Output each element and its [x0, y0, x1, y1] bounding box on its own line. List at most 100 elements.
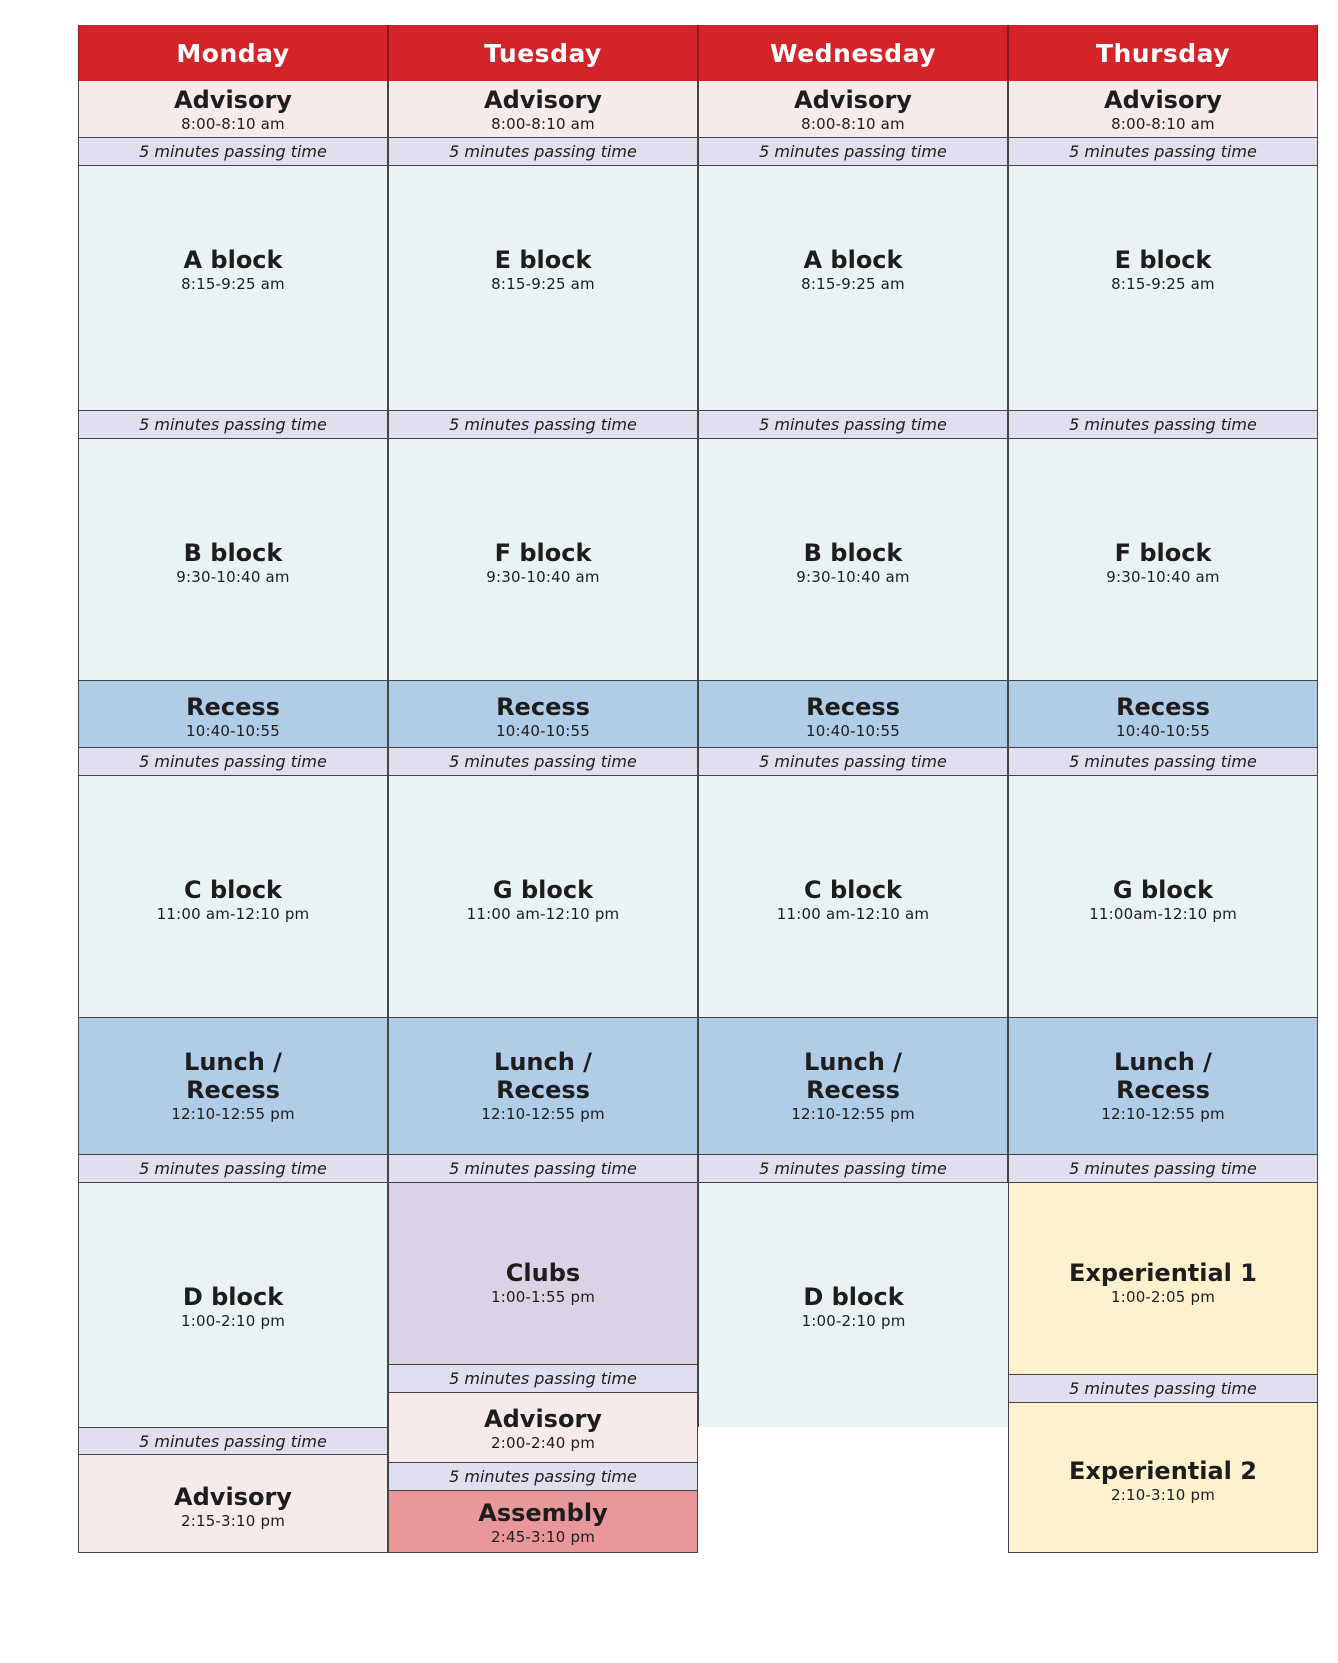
lunch-cell: Lunch / Recess 12:10-12:55 pm: [78, 1018, 388, 1155]
day-header: Wednesday: [698, 25, 1008, 81]
passing-time: 5 minutes passing time: [1008, 138, 1318, 166]
period-name: Clubs: [505, 1259, 581, 1287]
advisory-cell: Advisory 8:00-8:10 am: [388, 81, 698, 138]
period-name: Lunch / Recess: [1114, 1048, 1212, 1104]
passing-time: 5 minutes passing time: [388, 138, 698, 166]
weekly-schedule-grid: Monday Advisory 8:00-8:10 am 5 minutes p…: [78, 25, 1318, 1625]
passing-time: 5 minutes passing time: [388, 411, 698, 439]
period-time: 2:15-3:10 pm: [180, 1512, 286, 1530]
passing-time: 5 minutes passing time: [698, 1155, 1008, 1183]
period-name: E block: [494, 246, 592, 274]
passing-time: 5 minutes passing time: [698, 748, 1008, 776]
lunch-cell: Lunch / Recess 12:10-12:55 pm: [388, 1018, 698, 1155]
period-time: 12:10-12:55 pm: [791, 1105, 915, 1123]
period-time: 9:30-10:40 am: [176, 568, 290, 586]
passing-time: 5 minutes passing time: [1008, 411, 1318, 439]
period-time: 9:30-10:40 am: [1106, 568, 1220, 586]
passing-time: 5 minutes passing time: [698, 138, 1008, 166]
advisory-cell: Advisory 2:00-2:40 pm: [388, 1393, 698, 1463]
column-wednesday: Wednesday Advisory 8:00-8:10 am 5 minute…: [698, 25, 1008, 1625]
period-name: Assembly: [478, 1499, 608, 1527]
period-name: Advisory: [174, 1483, 292, 1511]
period-time: 1:00-2:10 pm: [801, 1312, 906, 1330]
period-name: Recess: [496, 693, 590, 721]
period-time: 2:00-2:40 pm: [490, 1434, 596, 1452]
period-time: 10:40-10:55: [495, 722, 591, 740]
period-name: C block: [183, 876, 283, 904]
advisory-cell: Advisory 2:15-3:10 pm: [78, 1455, 388, 1553]
column-tuesday: Tuesday Advisory 8:00-8:10 am 5 minutes …: [388, 25, 698, 1625]
period-time: 12:10-12:55 pm: [171, 1105, 295, 1123]
passing-time: 5 minutes passing time: [1008, 1375, 1318, 1403]
period-time: 9:30-10:40 am: [486, 568, 600, 586]
period-time: 10:40-10:55: [1115, 722, 1211, 740]
passing-time: 5 minutes passing time: [1008, 1155, 1318, 1183]
period-time: 2:10-3:10 pm: [1110, 1486, 1216, 1504]
day-header: Monday: [78, 25, 388, 81]
period-name: B block: [803, 539, 903, 567]
period-time: 8:00-8:10 am: [1111, 115, 1215, 133]
period-name: Lunch / Recess: [804, 1048, 902, 1104]
advisory-cell: Advisory 8:00-8:10 am: [78, 81, 388, 138]
period-name: A block: [183, 246, 283, 274]
block-cell: B block 9:30-10:40 am: [78, 439, 388, 681]
period-name: Experiential 1: [1069, 1259, 1257, 1287]
period-name: Advisory: [484, 86, 602, 114]
period-time: 11:00 am-12:10 pm: [466, 905, 620, 923]
recess-cell: Recess 10:40-10:55: [78, 681, 388, 748]
passing-time: 5 minutes passing time: [78, 1427, 388, 1455]
period-name: Advisory: [794, 86, 912, 114]
block-cell: G block 11:00am-12:10 pm: [1008, 776, 1318, 1018]
block-cell: C block 11:00 am-12:10 pm: [78, 776, 388, 1018]
period-name: F block: [494, 539, 592, 567]
period-time: 10:40-10:55: [805, 722, 901, 740]
clubs-cell: Clubs 1:00-1:55 pm: [388, 1183, 698, 1365]
period-name: C block: [803, 876, 903, 904]
period-time: 1:00-1:55 pm: [490, 1288, 596, 1306]
passing-time: 5 minutes passing time: [1008, 748, 1318, 776]
period-name: G block: [1112, 876, 1214, 904]
period-time: 1:00-2:10 pm: [180, 1312, 286, 1330]
period-time: 11:00 am-12:10 am: [776, 905, 930, 923]
period-time: 8:00-8:10 am: [491, 115, 595, 133]
experiential-cell: Experiential 2 2:10-3:10 pm: [1008, 1403, 1318, 1553]
period-name: Advisory: [174, 86, 292, 114]
period-time: 12:10-12:55 pm: [1101, 1105, 1225, 1123]
period-time: 10:40-10:55: [185, 722, 281, 740]
block-cell: F block 9:30-10:40 am: [388, 439, 698, 681]
assembly-cell: Assembly 2:45-3:10 pm: [388, 1491, 698, 1553]
block-cell: F block 9:30-10:40 am: [1008, 439, 1318, 681]
block-cell: A block 8:15-9:25 am: [78, 166, 388, 411]
period-name: A block: [803, 246, 903, 274]
recess-cell: Recess 10:40-10:55: [1008, 681, 1318, 748]
period-time: 11:00 am-12:10 pm: [156, 905, 310, 923]
block-cell: E block 8:15-9:25 am: [1008, 166, 1318, 411]
passing-time: 5 minutes passing time: [388, 1463, 698, 1491]
block-cell: G block 11:00 am-12:10 pm: [388, 776, 698, 1018]
passing-time: 5 minutes passing time: [78, 748, 388, 776]
period-name: D block: [182, 1283, 284, 1311]
passing-time: 5 minutes passing time: [698, 411, 1008, 439]
period-name: Lunch / Recess: [494, 1048, 592, 1104]
period-time: 11:00am-12:10 pm: [1089, 905, 1237, 923]
period-time: 8:00-8:10 am: [801, 115, 905, 133]
block-cell: E block 8:15-9:25 am: [388, 166, 698, 411]
recess-cell: Recess 10:40-10:55: [698, 681, 1008, 748]
lunch-cell: Lunch / Recess 12:10-12:55 pm: [1008, 1018, 1318, 1155]
block-cell: D block 1:00-2:10 pm: [78, 1183, 388, 1427]
period-name: Advisory: [484, 1405, 602, 1433]
day-header: Tuesday: [388, 25, 698, 81]
period-name: Recess: [806, 693, 900, 721]
passing-time: 5 minutes passing time: [78, 1155, 388, 1183]
period-name: F block: [1114, 539, 1212, 567]
period-time: 8:15-9:25 am: [1111, 275, 1215, 293]
passing-time: 5 minutes passing time: [78, 411, 388, 439]
recess-cell: Recess 10:40-10:55: [388, 681, 698, 748]
period-time: 8:15-9:25 am: [491, 275, 595, 293]
advisory-cell: Advisory 8:00-8:10 am: [1008, 81, 1318, 138]
passing-time: 5 minutes passing time: [78, 138, 388, 166]
period-time: 8:00-8:10 am: [181, 115, 285, 133]
period-name: G block: [492, 876, 594, 904]
passing-time: 5 minutes passing time: [388, 1155, 698, 1183]
column-thursday: Thursday Advisory 8:00-8:10 am 5 minutes…: [1008, 25, 1318, 1625]
